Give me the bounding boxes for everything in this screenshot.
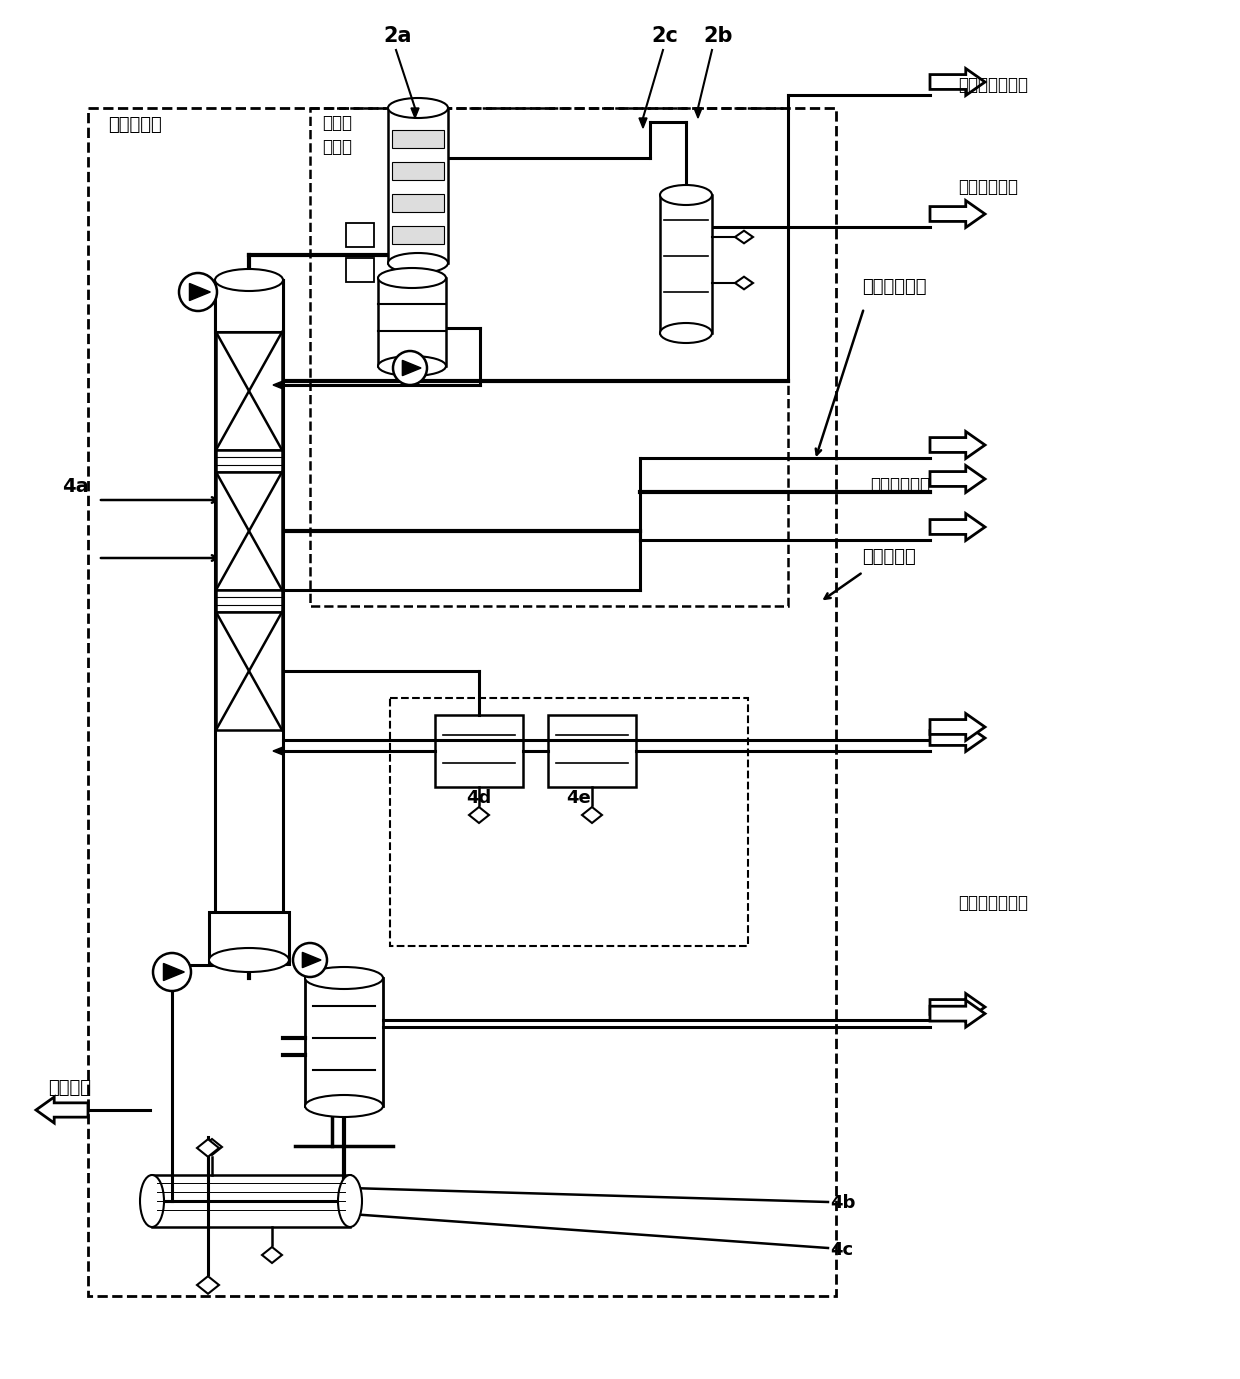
Ellipse shape <box>378 268 446 288</box>
Text: 精馏原料进: 精馏原料进 <box>862 547 916 565</box>
Polygon shape <box>930 200 985 228</box>
Bar <box>388 108 448 263</box>
Text: 2b: 2b <box>703 26 733 46</box>
Text: 塔顶换: 塔顶换 <box>322 114 352 132</box>
Bar <box>378 279 446 365</box>
Text: 精馏塔顶采出: 精馏塔顶采出 <box>862 279 926 296</box>
Polygon shape <box>197 1276 219 1294</box>
Polygon shape <box>735 277 753 290</box>
Polygon shape <box>469 807 489 823</box>
Polygon shape <box>735 230 753 243</box>
Bar <box>216 472 281 590</box>
Text: 4e: 4e <box>565 789 590 807</box>
Polygon shape <box>202 1139 222 1156</box>
Polygon shape <box>197 1139 219 1157</box>
Polygon shape <box>639 119 647 128</box>
Circle shape <box>393 352 427 385</box>
Bar <box>435 714 523 787</box>
Polygon shape <box>930 1000 985 1027</box>
Polygon shape <box>190 284 211 301</box>
Bar <box>216 332 281 450</box>
Circle shape <box>153 953 191 992</box>
Bar <box>392 226 444 244</box>
Text: 精馏塔系统: 精馏塔系统 <box>108 116 161 134</box>
Bar <box>153 1175 350 1227</box>
Text: 来自工质缓存罐: 来自工质缓存罐 <box>959 76 1028 94</box>
Polygon shape <box>694 108 702 119</box>
Text: 4d: 4d <box>466 789 491 807</box>
Ellipse shape <box>215 269 283 291</box>
Text: 中间换热工质: 中间换热工质 <box>870 476 930 494</box>
Bar <box>210 912 289 964</box>
Bar <box>548 714 636 787</box>
Ellipse shape <box>305 967 383 989</box>
Bar <box>305 978 383 1106</box>
Polygon shape <box>930 69 985 95</box>
Bar <box>391 698 748 946</box>
Text: 来自工质压缩机: 来自工质压缩机 <box>959 894 1028 912</box>
Circle shape <box>179 273 217 312</box>
Ellipse shape <box>660 323 712 343</box>
Bar <box>216 450 281 472</box>
Bar <box>392 130 444 148</box>
Text: 2c: 2c <box>651 26 678 46</box>
Bar <box>392 194 444 212</box>
Polygon shape <box>930 432 985 458</box>
Polygon shape <box>410 108 419 119</box>
Ellipse shape <box>305 1095 383 1117</box>
Polygon shape <box>930 466 985 492</box>
Bar <box>346 223 374 247</box>
Polygon shape <box>930 713 985 741</box>
Circle shape <box>293 943 327 976</box>
Polygon shape <box>262 1247 281 1263</box>
Bar <box>215 280 283 332</box>
Polygon shape <box>930 724 985 752</box>
Polygon shape <box>273 381 283 389</box>
Ellipse shape <box>378 356 446 376</box>
Bar <box>216 590 281 612</box>
Ellipse shape <box>140 1175 164 1227</box>
Bar <box>215 280 283 960</box>
Bar <box>310 108 787 605</box>
Ellipse shape <box>339 1175 362 1227</box>
Ellipse shape <box>388 252 448 273</box>
Text: 2a: 2a <box>383 26 412 46</box>
Bar <box>346 258 374 281</box>
Ellipse shape <box>388 98 448 119</box>
Bar <box>660 194 712 332</box>
Bar <box>88 108 836 1296</box>
Text: 4b: 4b <box>830 1194 856 1212</box>
Text: 4c: 4c <box>830 1241 853 1259</box>
Polygon shape <box>402 360 422 375</box>
Bar <box>216 612 281 729</box>
Polygon shape <box>303 953 321 968</box>
Polygon shape <box>930 993 985 1020</box>
Text: 去工质压缩机: 去工质压缩机 <box>959 178 1018 196</box>
Polygon shape <box>582 807 601 823</box>
Polygon shape <box>273 747 283 754</box>
Ellipse shape <box>660 185 712 205</box>
Polygon shape <box>930 513 985 541</box>
Polygon shape <box>36 1098 88 1123</box>
Polygon shape <box>164 964 185 980</box>
Ellipse shape <box>210 947 289 972</box>
Text: 塔釜出料: 塔釜出料 <box>48 1078 91 1098</box>
Bar <box>392 161 444 181</box>
Text: 热系统: 热系统 <box>322 138 352 156</box>
Text: 4a: 4a <box>62 477 89 496</box>
